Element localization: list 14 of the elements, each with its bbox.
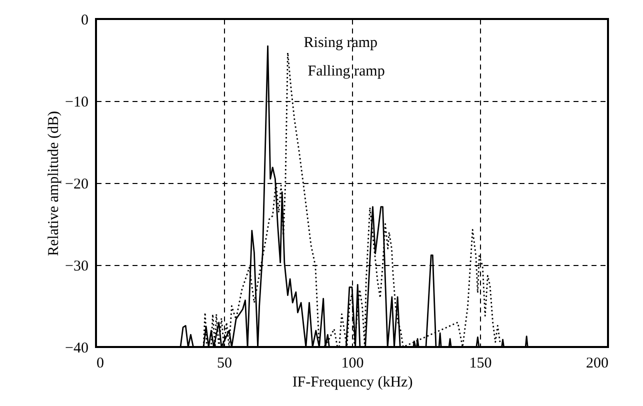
x-tick-label: 50 — [217, 356, 232, 372]
y-tick-label: −20 — [65, 176, 88, 192]
y-axis-title: Relative amplitude (dB) — [46, 111, 62, 256]
x-tick-label: 150 — [469, 356, 492, 372]
annotation: Falling ramp — [308, 64, 385, 80]
x-axis-title: IF-Frequency (kHz) — [292, 374, 413, 390]
y-tick-label: −40 — [65, 340, 88, 356]
y-tick-label: −10 — [65, 94, 88, 110]
y-tick-label: 0 — [81, 12, 88, 28]
annotation: Rising ramp — [304, 35, 378, 52]
x-tick-label: 100 — [341, 356, 364, 372]
x-tick-label: 200 — [586, 356, 608, 372]
y-tick-label: −30 — [65, 258, 88, 274]
x-tick-label: 0 — [96, 356, 104, 372]
